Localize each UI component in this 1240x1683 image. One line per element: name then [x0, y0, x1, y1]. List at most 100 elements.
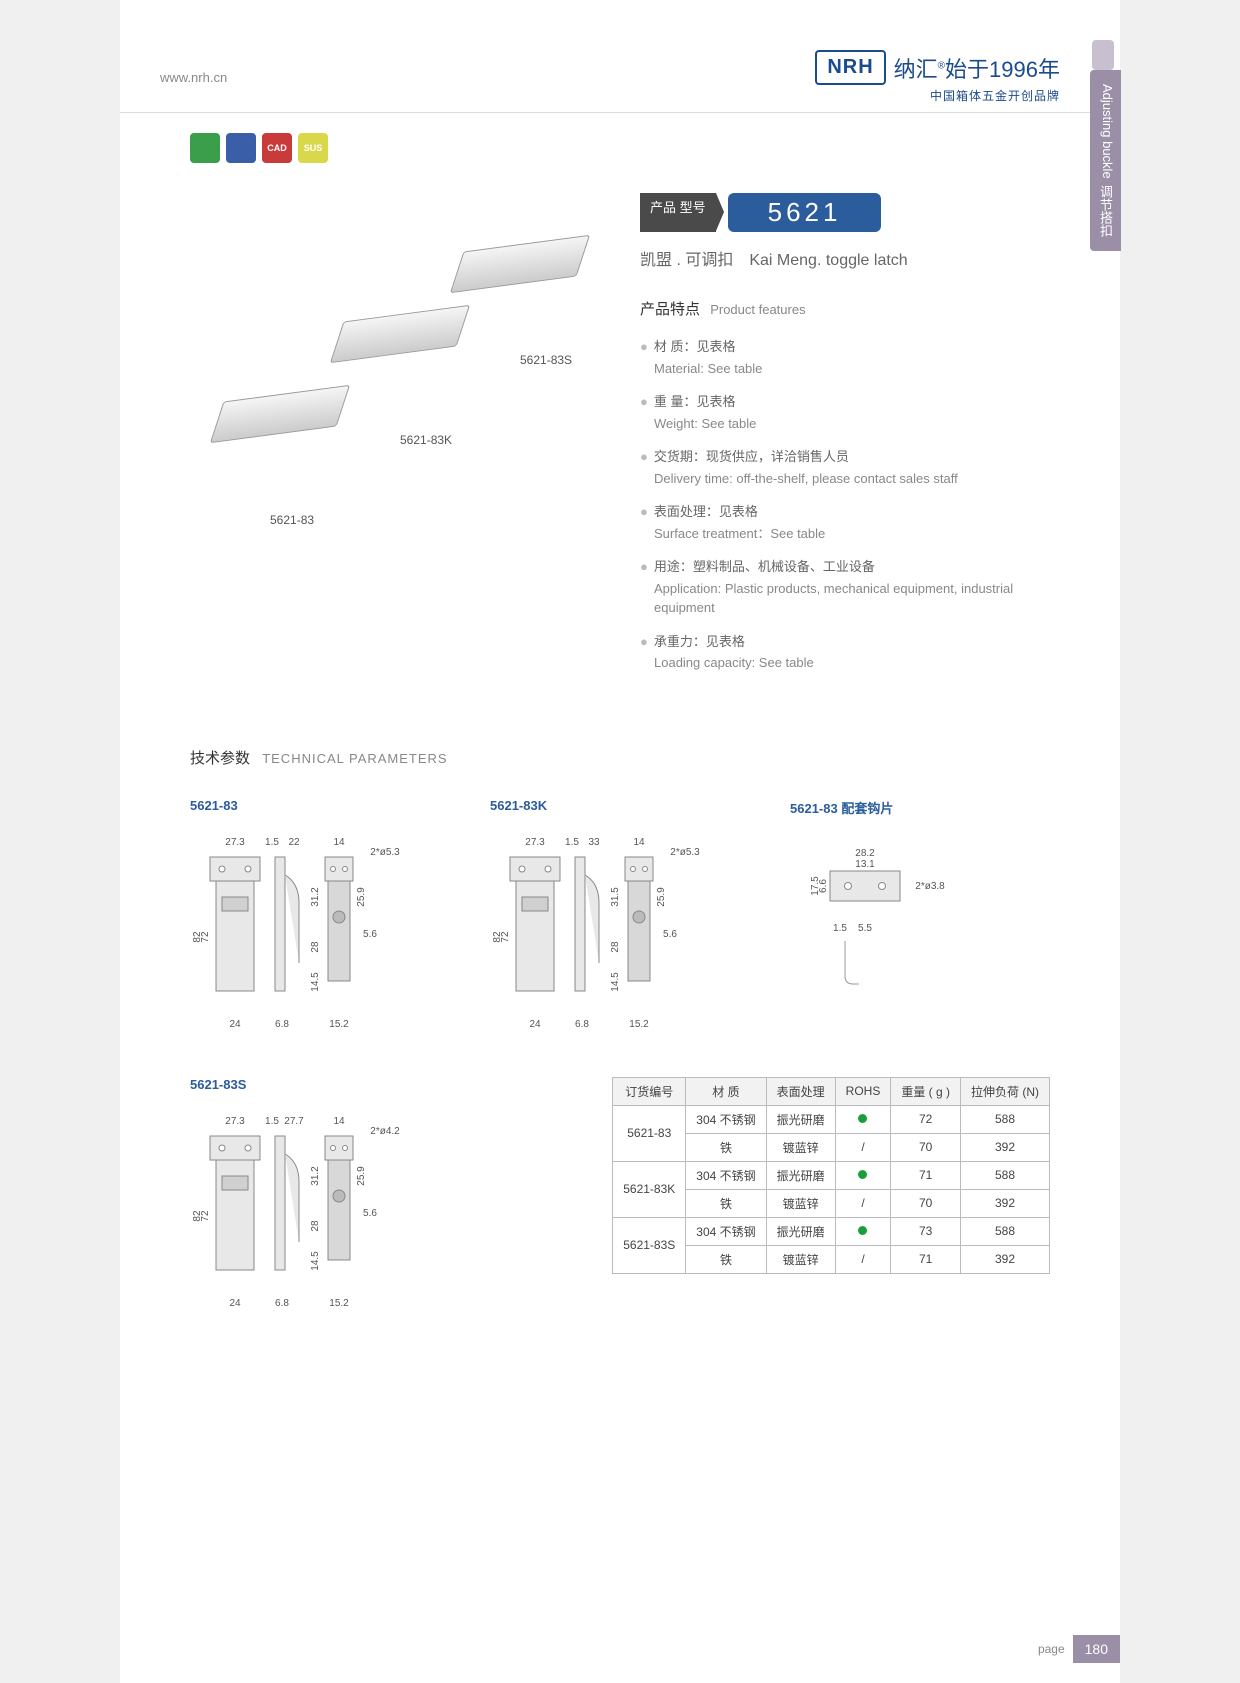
svg-text:14: 14	[333, 1116, 345, 1127]
rohs-dot-icon	[858, 1226, 867, 1235]
table-cell: 304 不锈钢	[686, 1105, 766, 1133]
drawing-block: 5621-83K 27.3 1.5 33 14 2*ø5.3 82 72 24	[490, 798, 730, 1037]
table-cell: 70	[891, 1133, 961, 1161]
svg-text:5.6: 5.6	[363, 1208, 377, 1219]
svg-text:27.3: 27.3	[225, 837, 245, 848]
drawing-block: 5621-83 27.3 1.5 22 14 2*ø5.3 82 72 24 6	[190, 798, 430, 1037]
logo-block: NRH 纳汇®始于1996年 中国箱体五金开创品牌	[815, 50, 1060, 104]
table-cell: 71	[891, 1161, 961, 1189]
product-info: 产品 型号 5621 凯盟 . 可调扣 Kai Meng. toggle lat…	[640, 193, 1050, 687]
svg-text:2*ø4.2: 2*ø4.2	[370, 1126, 400, 1137]
feature-item: ●材 质：见表格Material: See table	[640, 337, 1050, 378]
svg-text:72: 72	[200, 1210, 211, 1222]
svg-text:6.8: 6.8	[575, 1019, 589, 1030]
drawing-label: 5621-83K	[490, 798, 730, 813]
table-cell: 振光研磨	[766, 1161, 835, 1189]
svg-text:5.5: 5.5	[858, 923, 872, 934]
table-cell: 392	[961, 1189, 1050, 1217]
table-cell: 304 不锈钢	[686, 1217, 766, 1245]
svg-text:1.5: 1.5	[265, 837, 279, 848]
svg-text:31.5: 31.5	[610, 886, 621, 906]
svg-text:14.5: 14.5	[310, 971, 321, 991]
table-cell: 铁	[686, 1245, 766, 1273]
svg-text:5.6: 5.6	[663, 929, 677, 940]
svg-text:25.9: 25.9	[356, 1165, 367, 1185]
drawing-label: 5621-83 配套钩片	[790, 798, 960, 817]
table-header: 材 质	[686, 1077, 766, 1105]
table-cell	[835, 1217, 891, 1245]
brand-tagline: 中国箱体五金开创品牌	[815, 87, 1060, 104]
table-cell: 392	[961, 1245, 1050, 1273]
table-cell: 73	[891, 1217, 961, 1245]
table-row: 5621-83304 不锈钢振光研磨72588	[613, 1105, 1050, 1133]
svg-text:27.3: 27.3	[525, 837, 545, 848]
table-cell: 72	[891, 1105, 961, 1133]
table-cell: 392	[961, 1133, 1050, 1161]
side-tab-en: Adjusting buckle	[1096, 84, 1115, 179]
svg-text:2*ø5.3: 2*ø5.3	[670, 847, 700, 858]
side-latch-icon	[1092, 40, 1114, 70]
table-cell: 588	[961, 1217, 1050, 1245]
table-cell: /	[835, 1189, 891, 1217]
svg-text:1.5: 1.5	[265, 1116, 279, 1127]
technical-drawing: 27.3 1.5 22 14 2*ø5.3 82 72 24 6.8 31.2 …	[190, 827, 430, 1037]
table-header: ROHS	[835, 1077, 891, 1105]
table-cell: /	[835, 1245, 891, 1273]
svg-text:15.2: 15.2	[329, 1019, 349, 1030]
rohs-dot-icon	[858, 1114, 867, 1123]
spec-table: 订货编号材 质表面处理ROHS重量 ( g )拉伸负荷 (N) 5621-833…	[612, 1077, 1050, 1274]
svg-text:1.5: 1.5	[833, 923, 847, 934]
table-cell: 振光研磨	[766, 1217, 835, 1245]
table-cell: 铁	[686, 1189, 766, 1217]
model-number: 5621	[728, 193, 882, 232]
svg-text:24: 24	[229, 1019, 241, 1030]
feature-item: ●重 量：见表格Weight: See table	[640, 392, 1050, 433]
svg-text:27.7: 27.7	[284, 1116, 304, 1127]
svg-text:15.2: 15.2	[629, 1019, 649, 1030]
svg-text:28: 28	[610, 941, 621, 953]
feature-item: ●表面处理：见表格Surface treatment：See table	[640, 502, 1050, 543]
technical-drawing: 28.2 13.1 17.5 6.6 2*ø3.8 1.5 5.5	[790, 831, 960, 1001]
content-row: 5621-83 5621-83K 5621-83S 产品 型号 5621 凯盟 …	[120, 163, 1120, 687]
svg-text:33: 33	[588, 837, 600, 848]
attribute-badges: CADSUS	[120, 113, 1120, 163]
attribute-badge-icon	[190, 133, 220, 163]
table-header: 表面处理	[766, 1077, 835, 1105]
table-cell: 5621-83S	[613, 1217, 686, 1273]
feature-item: ●承重力：见表格Loading capacity: See table	[640, 632, 1050, 673]
table-cell: 5621-83K	[613, 1161, 686, 1217]
svg-text:14: 14	[633, 837, 645, 848]
photo-label: 5621-83S	[520, 353, 572, 367]
svg-text:14: 14	[333, 837, 345, 848]
svg-text:24: 24	[229, 1298, 241, 1309]
svg-text:22: 22	[288, 837, 300, 848]
page-number: page 180	[1038, 1635, 1120, 1663]
attribute-badge-icon	[226, 133, 256, 163]
drawing-label: 5621-83	[190, 798, 430, 813]
table-cell: 振光研磨	[766, 1105, 835, 1133]
table-cell: 镀蓝锌	[766, 1133, 835, 1161]
technical-drawing: 27.3 1.5 33 14 2*ø5.3 82 72 24 6.8 31.5 …	[490, 827, 730, 1037]
attribute-badge-icon: SUS	[298, 133, 328, 163]
svg-text:25.9: 25.9	[356, 886, 367, 906]
svg-text:28.2: 28.2	[855, 848, 875, 859]
product-subtitle: 凯盟 . 可调扣 Kai Meng. toggle latch	[640, 246, 1050, 270]
drawing-block: 5621-83S 27.3 1.5 27.7 14 2*ø4.2 82 72 2…	[190, 1077, 430, 1316]
drawings-row-2: 5621-83S 27.3 1.5 27.7 14 2*ø4.2 82 72 2…	[190, 1077, 1050, 1316]
technical-section: 技术参数 TECHNICAL PARAMETERS 5621-83 27.3 1…	[120, 687, 1120, 1316]
table-cell: 镀蓝锌	[766, 1189, 835, 1217]
catalog-page: Adjusting buckle 调节搭扣 www.nrh.cn NRH 纳汇®…	[120, 0, 1120, 1683]
drawing-label: 5621-83S	[190, 1077, 430, 1092]
table-cell: /	[835, 1133, 891, 1161]
brand-name: 纳汇®始于1996年	[894, 52, 1060, 84]
website-url: www.nrh.cn	[160, 50, 227, 85]
rohs-dot-icon	[858, 1170, 867, 1179]
svg-text:13.1: 13.1	[855, 859, 875, 870]
table-cell: 588	[961, 1105, 1050, 1133]
svg-text:72: 72	[500, 931, 511, 943]
feature-item: ●用途：塑料制品、机械设备、工业设备Application: Plastic p…	[640, 557, 1050, 618]
svg-text:28: 28	[310, 941, 321, 953]
svg-text:27.3: 27.3	[225, 1116, 245, 1127]
svg-text:5.6: 5.6	[363, 929, 377, 940]
svg-text:25.9: 25.9	[656, 886, 667, 906]
